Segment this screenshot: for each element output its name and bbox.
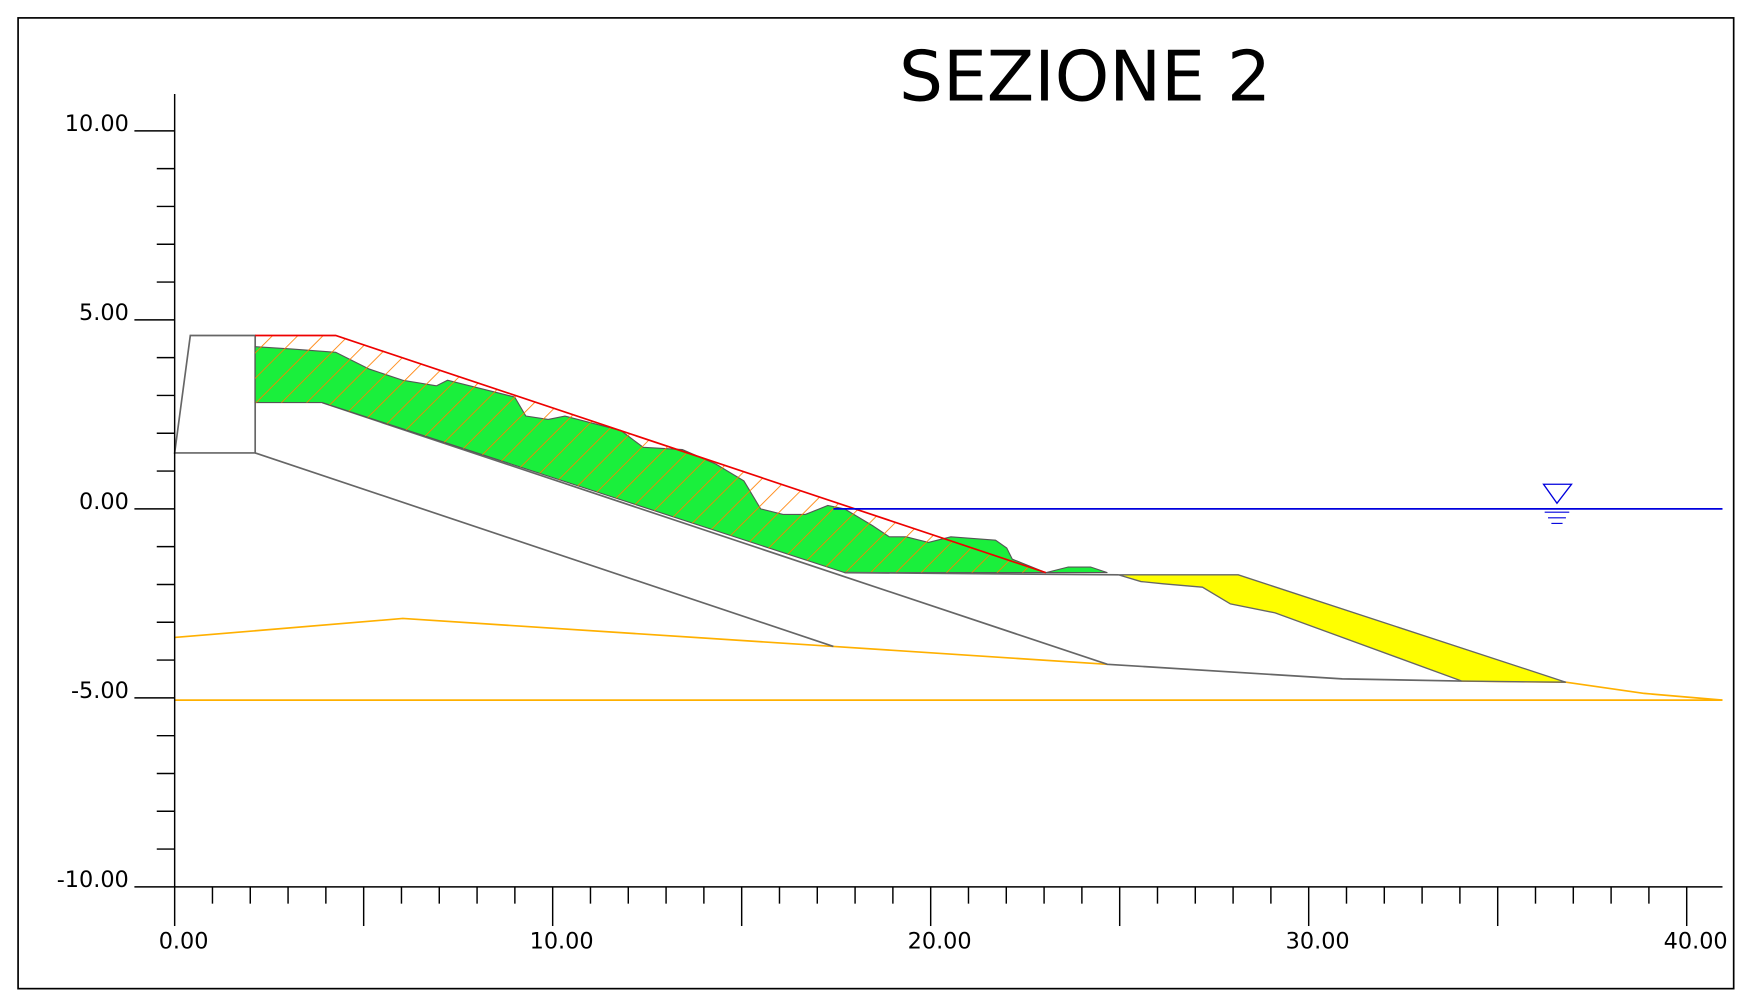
slope-line bbox=[255, 334, 1047, 574]
x-tick-label: 0.00 bbox=[159, 928, 209, 954]
hatched-area bbox=[255, 335, 1046, 573]
x-tick-label: 40.00 bbox=[1664, 928, 1728, 954]
water-symbol bbox=[1542, 483, 1573, 505]
frame bbox=[17, 17, 1735, 990]
x-tick-label: 10.00 bbox=[530, 928, 594, 954]
profile-line bbox=[844, 571, 1119, 576]
wall bbox=[173, 334, 257, 454]
x-tick-label: 20.00 bbox=[908, 928, 972, 954]
title: SEZIONE 2 bbox=[899, 38, 1271, 118]
y-tick-label: 5.00 bbox=[79, 300, 129, 326]
layer-line bbox=[174, 617, 1108, 666]
ticks: 10.00 5.00 0.00 -5.00 -10.00 0.00 10.00 20.00 30… bbox=[57, 111, 1728, 955]
yellow-area bbox=[1118, 574, 1567, 683]
profile-line bbox=[322, 401, 1462, 682]
y-tick-label: 0.00 bbox=[79, 489, 129, 515]
x-tick-label: 30.00 bbox=[1286, 928, 1350, 954]
profile-line bbox=[254, 452, 834, 648]
y-tick-label: -5.00 bbox=[71, 678, 129, 704]
green-area bbox=[1045, 566, 1108, 574]
y-tick-label: 10.00 bbox=[65, 111, 129, 137]
layer-line bbox=[1461, 680, 1723, 701]
y-tick-label: -10.00 bbox=[57, 867, 129, 893]
